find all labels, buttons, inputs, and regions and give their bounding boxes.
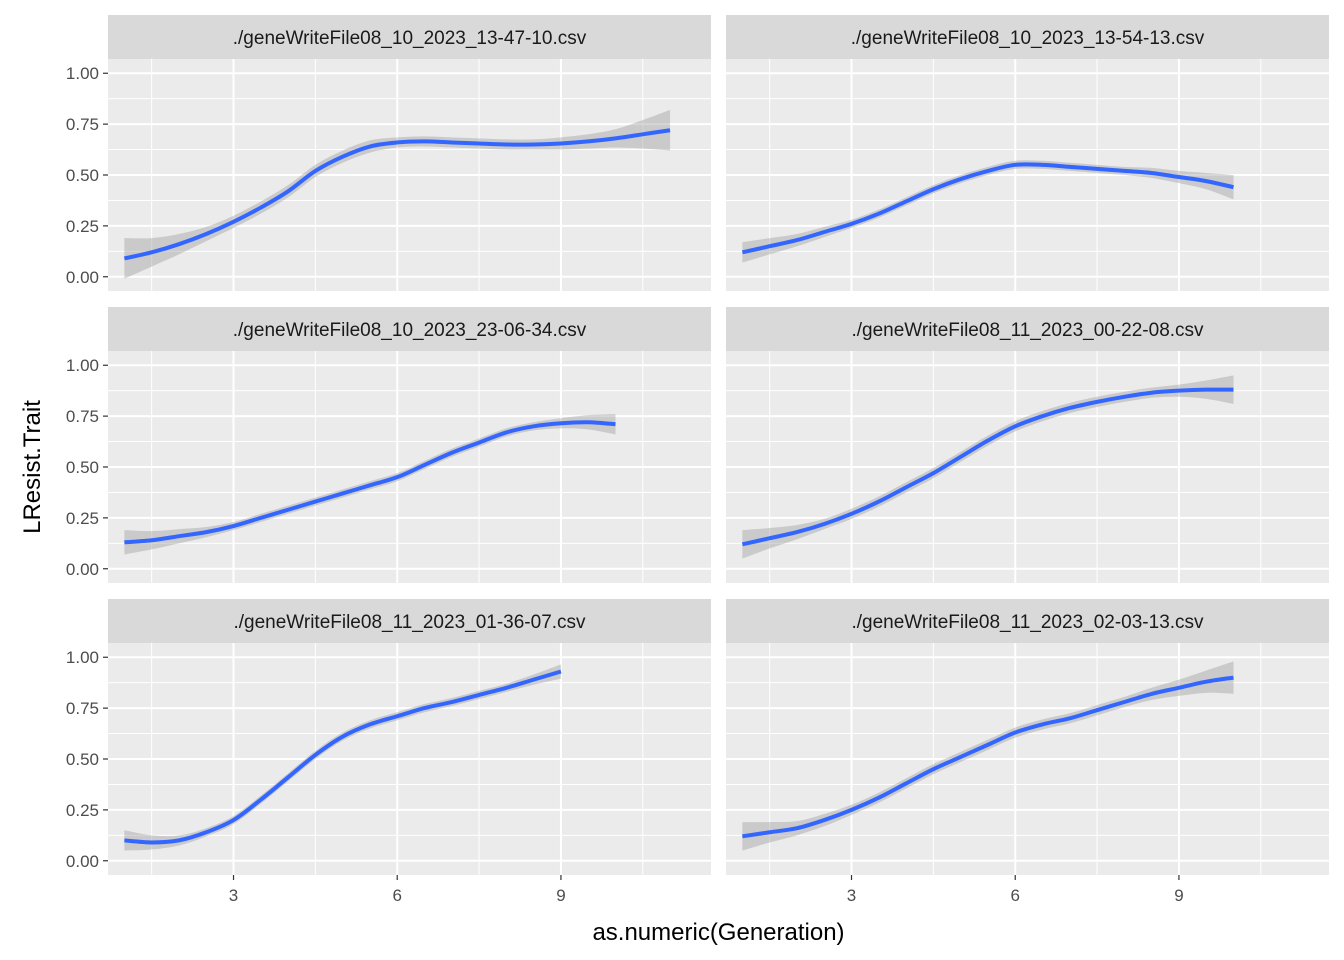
panels-layer: ./geneWriteFile08_10_2023_13-47-10.csv 0.… — [66, 15, 1329, 905]
y-tick-label: 0.75 — [66, 407, 99, 426]
facet-strip-title: ./geneWriteFile08_11_2023_00-22-08.csv — [851, 320, 1204, 341]
facet-strip-title: ./geneWriteFile08_10_2023_23-06-34.csv — [233, 320, 587, 341]
smooth-line — [741, 387, 1234, 547]
y-tick-label: 0.00 — [66, 560, 99, 579]
x-axis-title: as.numeric(Generation) — [592, 919, 844, 946]
y-tick-label: 0.00 — [66, 852, 99, 871]
facet-strip-title: ./geneWriteFile08_10_2023_13-47-10.csv — [233, 28, 587, 49]
smooth-line — [123, 128, 671, 261]
y-tick-label: 0.25 — [66, 217, 99, 236]
facet-strip-title: ./geneWriteFile08_11_2023_02-03-13.csv — [851, 612, 1204, 633]
x-tick-label: 6 — [1010, 886, 1019, 905]
facet-panel: ./geneWriteFile08_10_2023_13-47-10.csv 0.… — [66, 15, 711, 291]
x-tick-label: 9 — [556, 886, 565, 905]
y-tick-label: 0.00 — [66, 268, 99, 287]
facet-panel: ./geneWriteFile08_10_2023_23-06-34.csv 0.… — [66, 307, 711, 583]
facet-strip-title: ./geneWriteFile08_10_2023_13-54-13.csv — [851, 28, 1205, 49]
y-tick-label: 1.00 — [66, 64, 99, 83]
x-tick-label: 3 — [229, 886, 238, 905]
smooth-line — [742, 675, 1234, 839]
smooth-line — [124, 669, 562, 845]
y-tick-label: 1.00 — [66, 356, 99, 375]
facet-panel: ./geneWriteFile08_11_2023_00-22-08.csv — [726, 307, 1329, 583]
facet-panel: ./geneWriteFile08_10_2023_13-54-13.csv — [726, 15, 1329, 291]
y-tick-label: 1.00 — [66, 648, 99, 667]
facet-panel: ./geneWriteFile08_11_2023_02-03-13.csv 3 6… — [726, 599, 1329, 905]
confidence-ribbon — [742, 375, 1234, 559]
y-tick-label: 0.50 — [66, 458, 99, 477]
y-tick-label: 0.25 — [66, 509, 99, 528]
smooth-line — [741, 162, 1234, 255]
facet-strip — [726, 307, 1329, 351]
y-tick-label: 0.50 — [66, 750, 99, 769]
facet-strip-title: ./geneWriteFile08_11_2023_01-36-07.csv — [233, 612, 586, 633]
facet-panel: ./geneWriteFile08_11_2023_01-36-07.csv 0.… — [66, 599, 711, 905]
facet-strip — [108, 307, 711, 351]
y-axis-title: LResist.Trait — [19, 400, 46, 534]
x-tick-label: 9 — [1174, 886, 1183, 905]
x-tick-label: 3 — [847, 886, 856, 905]
facet-strip — [726, 15, 1329, 59]
y-tick-label: 0.75 — [66, 699, 99, 718]
y-tick-label: 0.50 — [66, 166, 99, 185]
facet-strip — [726, 599, 1329, 643]
smooth-line — [124, 420, 616, 545]
y-tick-label: 0.75 — [66, 115, 99, 134]
facet-strip — [108, 15, 711, 59]
facet-strip — [108, 599, 711, 643]
y-tick-label: 0.25 — [66, 801, 99, 820]
x-tick-label: 6 — [392, 886, 401, 905]
